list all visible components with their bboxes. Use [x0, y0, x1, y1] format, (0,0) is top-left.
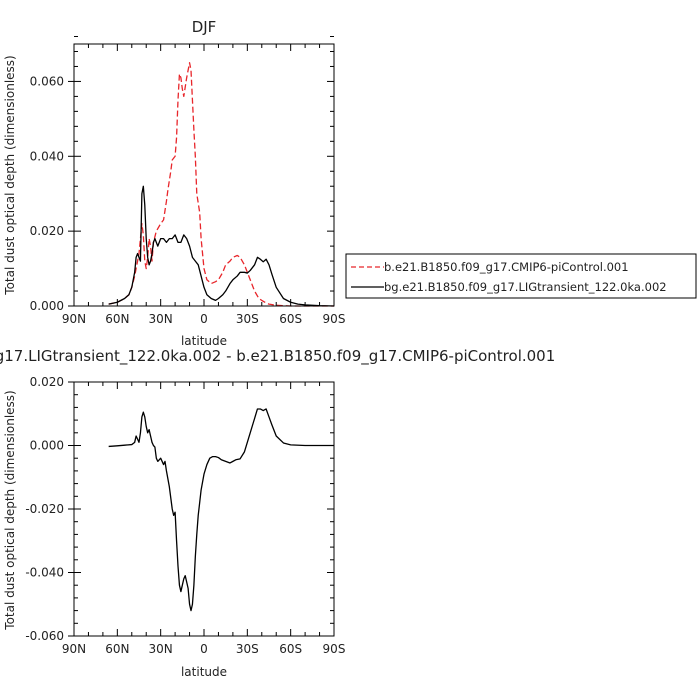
legend: b.e21.B1850.f09_g17.CMIP6-piControl.001 …: [345, 253, 697, 299]
bottom-series-line-0: [108, 408, 334, 612]
top-y-tick-label: 0.000: [30, 299, 64, 313]
top-x-tick-label: 60S: [279, 312, 302, 326]
bottom-panel: bg.e21.B1850.f09_g17.LIGtransient_122.0k…: [0, 347, 555, 679]
top-x-axis-label: latitude: [181, 334, 227, 348]
bottom-x-tick-label: 60N: [105, 642, 129, 656]
top-x-tick-label: 30N: [149, 312, 173, 326]
top-y-tick-label: 0.060: [30, 74, 64, 88]
bottom-y-tick-label: 0.000: [30, 439, 64, 453]
bottom-x-tick-label: 0: [200, 642, 208, 656]
bottom-plot-frame: [73, 381, 335, 637]
legend-box: [345, 253, 697, 299]
bottom-x-tick-label: 90S: [323, 642, 346, 656]
top-series-line-0: [108, 62, 334, 307]
legend-label-picontrol: b.e21.B1850.f09_g17.CMIP6-piControl.001: [384, 260, 629, 274]
bottom-x-axis-label: latitude: [181, 665, 227, 679]
bottom-x-tick-label: 30S: [236, 642, 259, 656]
legend-label-ligtransient: bg.e21.B1850.f09_g17.LIGtransient_122.0k…: [384, 280, 667, 294]
bottom-y-tick-label: 0.020: [30, 375, 64, 389]
top-y-tick-label: 0.040: [30, 149, 64, 163]
bottom-x-tick-label: 30N: [149, 642, 173, 656]
top-x-tick-label: 60N: [105, 312, 129, 326]
bottom-x-tick-label: 60S: [279, 642, 302, 656]
top-panel: DJF 90N 60N 30N 0 30S 60S 90S 0.000 0.020 0.040 0.…: [3, 18, 345, 348]
bottom-y-axis-label: Total dust optical depth (dimensionless): [3, 390, 17, 630]
top-y-tick-label: 0.020: [30, 224, 64, 238]
top-x-tick-label: 0: [200, 312, 208, 326]
top-series-line-1: [108, 185, 335, 307]
bottom-y-tick-label: -0.060: [25, 629, 64, 643]
top-x-tick-label: 90N: [62, 312, 86, 326]
bottom-chart-title: bg.e21.B1850.f09_g17.LIGtransient_122.0k…: [0, 347, 555, 366]
top-x-tick-label: 90S: [323, 312, 346, 326]
top-chart-title: DJF: [192, 18, 217, 36]
top-y-axis-label: Total dust optical depth (dimensionless): [3, 55, 17, 295]
bottom-x-tick-label: 90N: [62, 642, 86, 656]
top-x-tick-label: 30S: [236, 312, 259, 326]
top-plot-frame: [73, 43, 335, 307]
bottom-y-tick-label: -0.040: [25, 566, 64, 580]
bottom-y-tick-label: -0.020: [25, 502, 64, 516]
